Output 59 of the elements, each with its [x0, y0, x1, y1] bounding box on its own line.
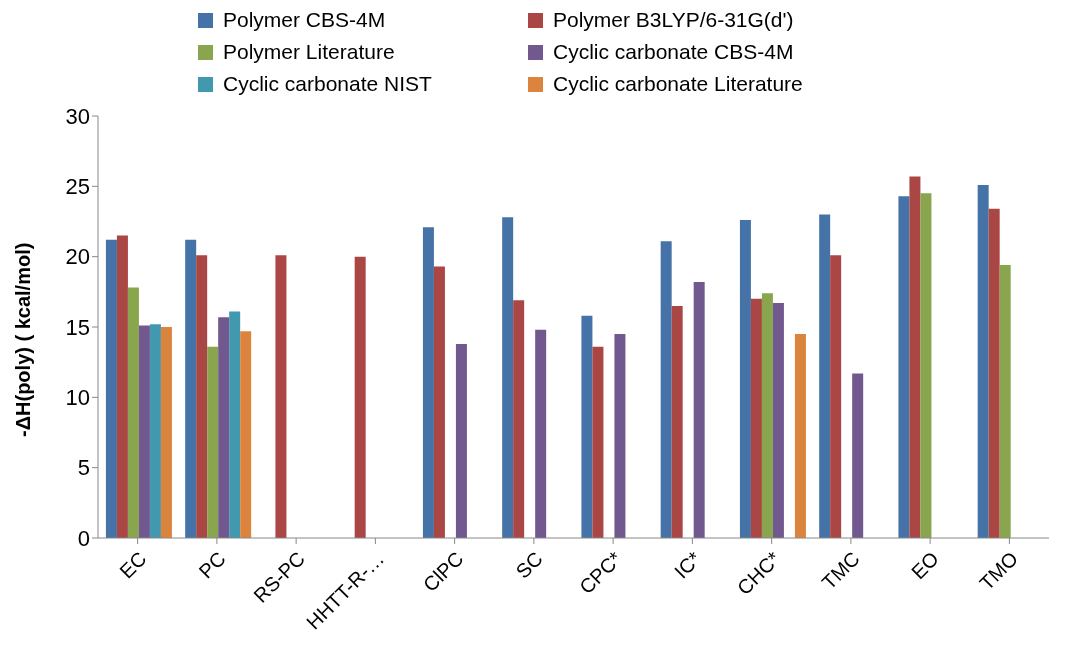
y-tick-label: 15 — [65, 314, 90, 340]
bar — [898, 196, 910, 538]
x-tick-label: SC — [511, 547, 547, 583]
y-tick-label: 25 — [65, 174, 90, 200]
x-tick-label: EC — [115, 547, 151, 583]
bar — [750, 298, 762, 538]
bar — [105, 239, 117, 538]
bar — [909, 176, 921, 538]
bar — [229, 311, 241, 538]
bar — [614, 334, 626, 538]
bar — [592, 346, 604, 538]
bar — [794, 334, 806, 538]
bar — [852, 373, 864, 538]
bar — [513, 300, 525, 538]
bar — [127, 287, 139, 538]
y-tick-label: 20 — [65, 244, 90, 270]
bar — [819, 214, 831, 538]
bar — [739, 220, 751, 538]
bar — [988, 208, 1000, 538]
bar — [920, 193, 932, 538]
bar — [535, 329, 547, 538]
y-axis-title: -ΔH(poly) ( kcal/mol) — [12, 242, 35, 437]
bar — [671, 305, 683, 538]
bar — [149, 324, 161, 538]
x-tick-label: EO — [906, 547, 943, 584]
x-tick-label: PC — [194, 547, 230, 583]
y-tick-label: 30 — [65, 103, 90, 129]
bar — [422, 227, 434, 538]
bar — [196, 255, 208, 538]
bar — [354, 256, 366, 538]
bar — [433, 266, 445, 538]
x-tick-label: IC* — [669, 547, 706, 583]
bar — [218, 317, 230, 538]
bar — [116, 235, 128, 538]
bar — [693, 281, 705, 538]
bar — [660, 241, 672, 538]
bar — [160, 327, 172, 538]
bar — [581, 315, 593, 538]
legend-label: Polymer Literature — [223, 40, 395, 64]
bar — [502, 217, 514, 538]
legend-label: Polymer CBS-4M — [223, 8, 386, 32]
bar — [138, 325, 150, 538]
bar — [185, 239, 197, 538]
legend-label: Cyclic carbonate NIST — [223, 72, 432, 96]
bar — [830, 255, 842, 538]
bar — [207, 346, 219, 538]
bar — [455, 343, 467, 538]
y-tick-label: 10 — [65, 385, 90, 411]
legend-label: Cyclic carbonate Literature — [553, 72, 803, 96]
bar — [772, 303, 784, 538]
legend-label: Cyclic carbonate CBS-4M — [553, 40, 794, 64]
bar — [240, 331, 252, 538]
bar — [977, 184, 989, 538]
bar — [275, 255, 287, 538]
y-tick-label: 5 — [77, 455, 90, 481]
bar — [761, 293, 773, 538]
y-tick-label: 0 — [77, 525, 90, 551]
legend-label: Polymer B3LYP/6-31G(d') — [553, 8, 794, 32]
bar — [999, 265, 1011, 538]
